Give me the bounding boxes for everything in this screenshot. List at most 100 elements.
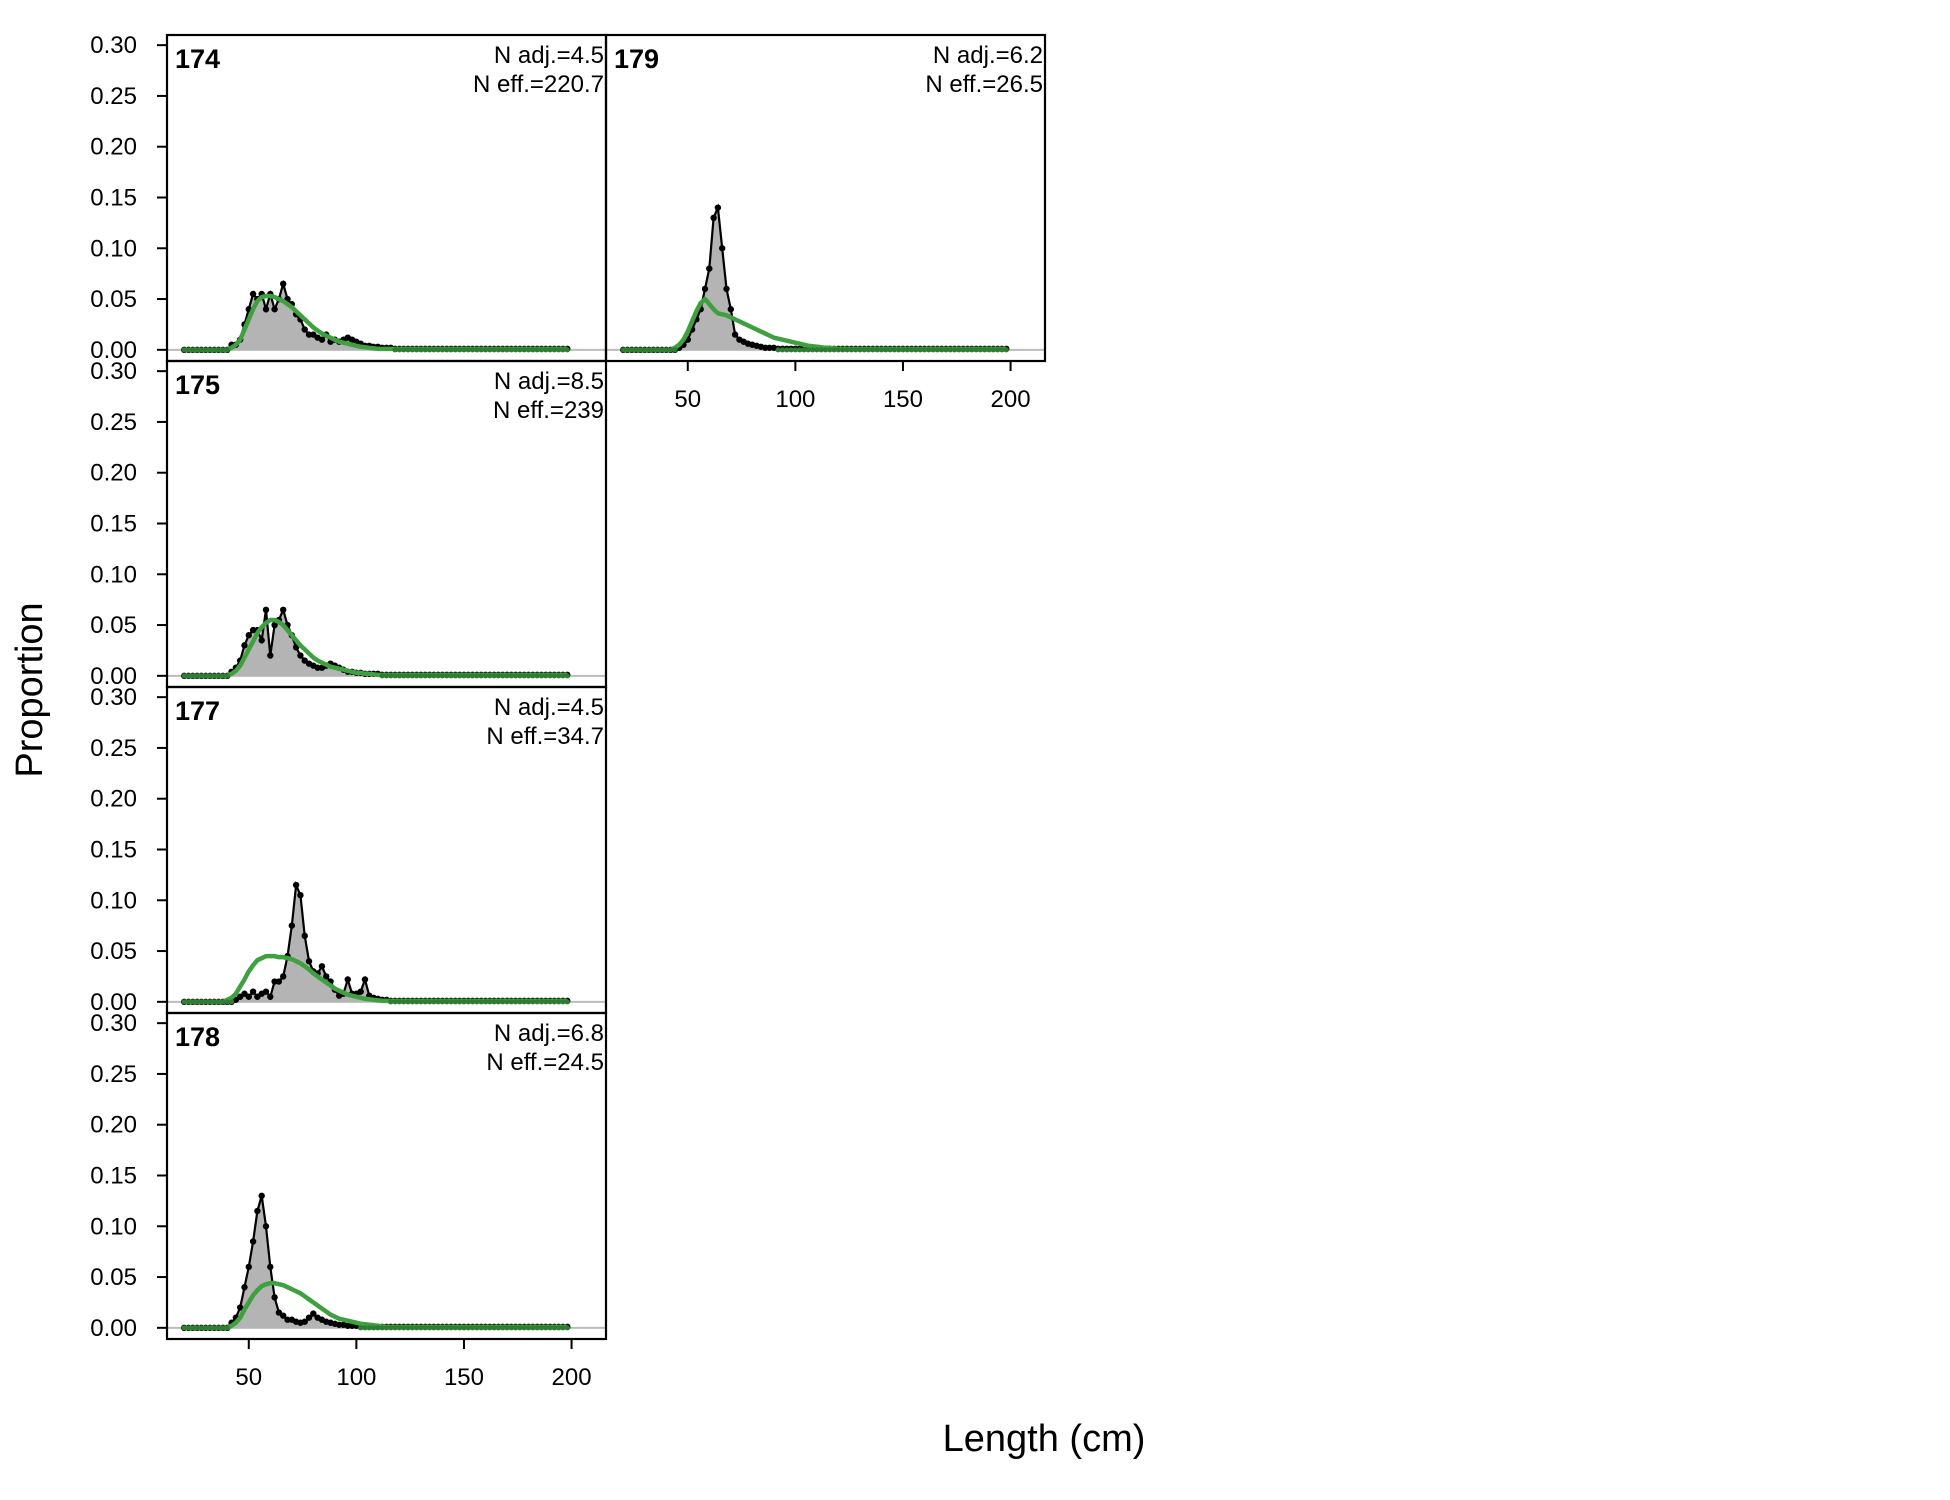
baseline-marker: [375, 1325, 381, 1331]
baseline-marker: [865, 347, 872, 353]
observed-point: [267, 1263, 274, 1271]
baseline-marker: [435, 673, 441, 679]
baseline-marker: [185, 1325, 192, 1331]
baseline-marker: [194, 673, 200, 679]
baseline-marker: [517, 347, 523, 353]
baseline-marker: [465, 999, 471, 1005]
baseline-marker: [198, 1325, 205, 1331]
observed-point: [280, 973, 287, 980]
baseline-marker: [792, 347, 798, 353]
baseline-marker: [452, 1325, 458, 1331]
observed-point: [249, 1238, 257, 1245]
baseline-marker: [629, 347, 635, 353]
baseline-marker: [211, 999, 217, 1005]
baseline-marker: [1003, 347, 1009, 353]
baseline-marker: [392, 673, 398, 679]
baseline-marker: [220, 999, 226, 1005]
baseline-marker: [444, 1325, 450, 1331]
baseline-marker: [491, 1325, 497, 1331]
baseline-marker: [469, 673, 476, 679]
baseline-marker: [495, 1325, 502, 1331]
baseline-marker: [504, 999, 510, 1005]
baseline-marker: [392, 1325, 398, 1331]
baseline-marker: [220, 347, 226, 353]
observed-point: [710, 214, 717, 222]
x-tick-label: 100: [336, 1364, 376, 1391]
baseline-marker: [908, 347, 915, 353]
baseline-marker: [534, 673, 540, 679]
baseline-marker: [525, 347, 532, 353]
y-tick-label: 0.00: [90, 337, 137, 364]
observed-point: [262, 1223, 270, 1230]
baseline-marker: [435, 347, 441, 353]
baseline-marker: [409, 673, 415, 679]
baseline-marker: [431, 1325, 437, 1331]
baseline-marker: [491, 347, 497, 353]
baseline-marker: [418, 999, 424, 1005]
baseline-marker: [504, 673, 510, 679]
observed-point: [271, 306, 278, 313]
y-tick-label: 0.15: [90, 836, 137, 863]
observed-point: [280, 280, 287, 288]
baseline-marker: [646, 347, 652, 353]
baseline-marker: [439, 347, 446, 353]
baseline-marker: [538, 347, 545, 353]
y-tick-label: 0.05: [90, 612, 137, 639]
baseline-marker: [203, 1325, 209, 1331]
x-tick-label: 200: [991, 386, 1031, 413]
baseline-marker: [891, 347, 897, 353]
observed-point: [701, 285, 709, 293]
baseline-marker: [211, 1325, 217, 1331]
baseline-marker: [831, 347, 837, 353]
observed-area: [184, 609, 568, 676]
baseline-marker: [809, 347, 816, 353]
observed-point: [323, 973, 330, 980]
baseline-marker: [379, 673, 385, 679]
baseline-marker: [487, 673, 493, 679]
observed-point: [249, 988, 257, 995]
baseline-marker: [448, 347, 454, 353]
observed-point: [258, 637, 265, 644]
baseline-marker: [495, 999, 502, 1005]
baseline-marker: [448, 1325, 454, 1331]
baseline-marker: [388, 1325, 394, 1331]
observed-point: [262, 606, 270, 614]
baseline-marker: [861, 347, 867, 353]
baseline-marker: [564, 347, 570, 353]
y-tick-label: 0.15: [90, 510, 137, 537]
baseline-marker: [934, 347, 941, 353]
baseline-marker: [435, 999, 441, 1005]
baseline-marker: [538, 673, 545, 679]
baseline-marker: [211, 673, 217, 679]
baseline-marker: [194, 1325, 200, 1331]
baseline-marker: [181, 999, 187, 1005]
baseline-marker: [883, 347, 889, 353]
observed-point: [310, 1310, 317, 1317]
baseline-marker: [198, 999, 205, 1005]
y-tick-label: 0.30: [90, 358, 137, 385]
baseline-marker: [564, 1325, 570, 1331]
baseline-marker: [504, 347, 510, 353]
panels-layer: 0.00 0.05 0.10 0.15 0.20 0.25 0.30 174 N adj.=4.…: [90, 32, 1047, 1391]
baseline-marker: [848, 347, 854, 353]
observed-point: [245, 632, 252, 639]
baseline-marker: [383, 673, 390, 679]
n-adj-label: N adj.=6.8: [494, 1020, 604, 1047]
baseline-marker: [500, 1325, 506, 1331]
baseline-marker: [185, 999, 192, 1005]
baseline-marker: [465, 1325, 471, 1331]
baseline-marker: [422, 1325, 428, 1331]
baseline-marker: [784, 347, 790, 353]
baseline-marker: [474, 1325, 480, 1331]
observed-point: [301, 932, 308, 940]
baseline-marker: [478, 999, 484, 1005]
n-eff-label: N eff.=34.7: [486, 723, 604, 750]
observed-point: [297, 891, 304, 899]
n-eff-label: N eff.=24.5: [486, 1049, 604, 1076]
baseline-marker: [517, 673, 523, 679]
baseline-marker: [560, 673, 566, 679]
baseline-marker: [224, 347, 230, 353]
baseline-marker: [491, 999, 497, 1005]
observed-point: [245, 1263, 252, 1271]
baseline-marker: [530, 673, 536, 679]
